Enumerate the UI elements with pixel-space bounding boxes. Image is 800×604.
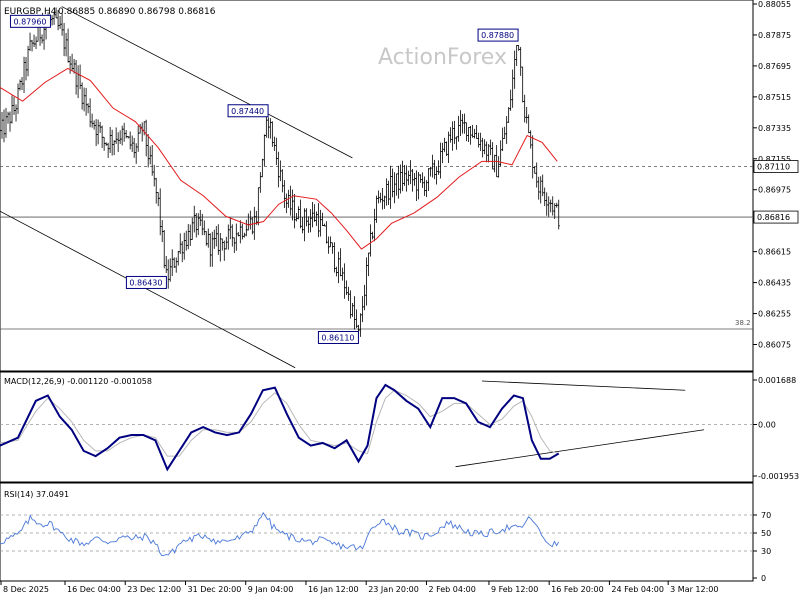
swing-label: 0.87880 [481, 31, 514, 40]
x-axis: 8 Dec 2025 16 Dec 04:00 23 Dec 12:00 31 Dec… [0, 581, 718, 594]
price-tick-label: 0.87695 [758, 62, 791, 71]
rsi-tick-label: 30 [761, 547, 771, 556]
swing-label: 0.87440 [231, 107, 264, 116]
price-tick-label: 0.86255 [758, 310, 791, 319]
x-tick-label: 24 Feb 04:00 [611, 585, 663, 594]
swing-label-box [9, 14, 51, 28]
ohlc-readout: 0.86885 0.86890 0.86798 0.86816 [58, 7, 216, 17]
rsi-tick-label: 70 [761, 511, 771, 520]
rsi-tick-label: 0 [761, 574, 766, 583]
price-tick-label: 0.87875 [758, 31, 791, 40]
swing-label-box [317, 330, 359, 344]
swing-label-box [477, 28, 519, 42]
fib-label: 38.2 [735, 319, 751, 327]
symbol-timeframe: EURGBP,H4 [4, 7, 57, 17]
swing-label-box [125, 275, 167, 289]
trend-channel-line [0, 210, 296, 369]
macd-panel-frame [0, 371, 754, 483]
price-tag-box [753, 160, 799, 173]
macd-title: MACD(12,26,9) -0.001120 -0.001058 [4, 377, 152, 386]
macd-tick-label: 0.001688 [758, 376, 796, 385]
macd-main-line [0, 383, 560, 472]
macd-trend-line [481, 380, 686, 391]
swing-label: 0.86430 [129, 278, 162, 287]
rsi-layer: RSI(14) 37.0491 70 50 30 0 [0, 490, 771, 583]
x-tick-label: 31 Dec 20:00 [187, 585, 241, 594]
x-tick-label: 9 Jan 04:00 [248, 585, 294, 594]
x-tick-label: 16 Dec 04:00 [67, 585, 121, 594]
x-tick-label: 9 Feb 12:00 [491, 585, 538, 594]
rsi-tick-label: 50 [761, 529, 771, 538]
price-tick-label: 0.86435 [758, 279, 791, 288]
rsi-line [0, 511, 560, 557]
price-tick-label: 0.86075 [758, 341, 791, 350]
macd-tick-label: -0.001953 [758, 472, 799, 481]
price-tick-label: 0.87515 [758, 93, 791, 102]
swing-label: 0.86110 [321, 333, 354, 342]
trend-channel-line [61, 6, 353, 159]
watermark: ActionForex [378, 45, 507, 70]
swing-label-box [227, 104, 269, 118]
swing-label: 0.87960 [13, 17, 46, 26]
moving-average-line [0, 67, 558, 250]
price-tick-label: 0.86615 [758, 248, 791, 257]
x-tick-label: 2 Feb 04:00 [428, 585, 475, 594]
price-panel-frame [0, 0, 754, 372]
price-tick-label: 0.87155 [758, 155, 791, 164]
price-tag-label: 0.87110 [757, 163, 790, 172]
x-tick-label: 16 Jan 12:00 [308, 585, 359, 594]
price-layer: 0.88055 0.87875 0.87695 0.87515 0.87335 0.871… [0, 0, 799, 369]
rsi-title: RSI(14) 37.0491 [4, 490, 69, 499]
x-tick-label: 16 Feb 20:00 [551, 585, 603, 594]
macd-layer: MACD(12,26,9) -0.001120 -0.001058 0.00168… [0, 376, 799, 481]
price-tick-label: 0.86975 [758, 186, 791, 195]
price-tag-label: 0.86816 [757, 213, 790, 222]
x-tick-label: 23 Jan 20:00 [368, 585, 419, 594]
macd-tick-label: 0.00 [758, 421, 776, 430]
macd-signal-line [0, 389, 559, 457]
x-tick-label: 8 Dec 2025 [3, 585, 49, 594]
price-tag-box [753, 210, 799, 224]
price-tick-label: 0.88055 [758, 0, 791, 9]
x-tick-label: 23 Dec 12:00 [127, 585, 181, 594]
price-tick-label: 0.87335 [758, 124, 791, 133]
rsi-panel-frame [0, 482, 754, 582]
x-tick-label: 3 Mar 12:00 [670, 585, 718, 594]
macd-trend-line [455, 429, 705, 468]
